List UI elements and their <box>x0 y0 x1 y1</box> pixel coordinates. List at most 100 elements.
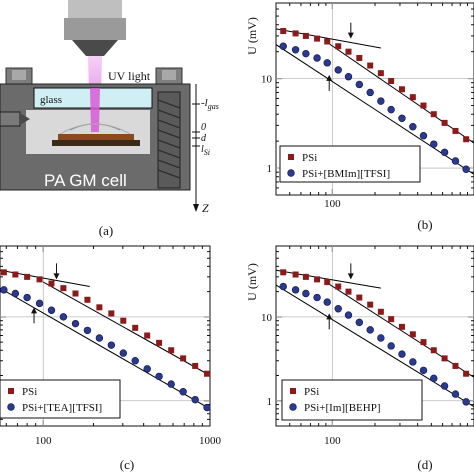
psi-marker <box>314 276 321 283</box>
psi-marker <box>420 339 427 346</box>
il-marker <box>462 398 470 406</box>
il-marker <box>440 148 449 157</box>
bolt-thread <box>157 99 181 179</box>
psi-marker <box>430 111 437 118</box>
psi-marker <box>314 35 321 42</box>
knee-arrowhead-up <box>31 307 38 314</box>
sample-holder <box>52 140 140 146</box>
il-marker <box>419 132 428 140</box>
psi-marker <box>144 332 151 339</box>
z-axis-arrow <box>193 204 199 212</box>
psi-marker <box>60 285 67 292</box>
il-marker <box>107 341 116 349</box>
il-marker <box>59 313 68 321</box>
legend-label: PSi <box>22 386 37 398</box>
psi-marker <box>324 279 331 286</box>
il-marker <box>47 306 56 314</box>
psi-marker <box>180 355 187 362</box>
psi-marker <box>367 301 374 308</box>
legend-box <box>281 379 423 421</box>
panel-label-d: (d) <box>417 457 432 472</box>
psi-marker <box>24 273 31 280</box>
panel-c-plot-frame <box>0 245 211 427</box>
psi-marker <box>463 136 470 143</box>
legend-label: PSi+[TEA][TFSI] <box>22 402 102 414</box>
il-marker <box>143 365 151 373</box>
il-marker <box>398 114 406 123</box>
psi-marker <box>292 271 299 278</box>
objective-tip <box>72 40 118 56</box>
psi-marker <box>96 304 103 311</box>
panel-b-ylabel: U (mV) <box>245 17 259 55</box>
psi-marker <box>120 317 127 324</box>
y-tick-label: 10 <box>261 312 273 324</box>
il-marker <box>344 73 353 81</box>
glass-label: glass <box>40 94 62 106</box>
legend-marker-il <box>7 403 15 411</box>
il-marker <box>279 42 287 50</box>
panel-b-chart: U (mV) (b) 100 1 10 PSi PSi+[BMIm][TFSI] <box>245 2 474 232</box>
il-marker <box>167 380 175 388</box>
il-marker <box>462 165 470 173</box>
il-marker <box>35 299 44 308</box>
fit-line <box>0 287 210 410</box>
microphone-tip <box>20 113 30 125</box>
y-tick-label: 10 <box>261 74 273 86</box>
psi-marker <box>409 331 416 338</box>
psi-marker <box>377 308 384 315</box>
il-marker <box>377 97 385 105</box>
il-marker <box>0 286 8 294</box>
il-marker <box>334 66 342 74</box>
knee-arrowhead-up <box>326 74 333 81</box>
psi-marker <box>292 30 299 37</box>
psi-marker <box>420 102 427 109</box>
panel-label-b: (b) <box>417 217 432 232</box>
z-axis-label: Z <box>202 201 209 215</box>
y-tick-label: 1 <box>267 163 273 175</box>
psi-marker <box>132 324 139 331</box>
z-mark-0: 0 <box>201 122 206 133</box>
z-mark-lgas: -lgas <box>201 97 219 111</box>
psi-marker <box>192 362 199 369</box>
il-marker <box>387 342 395 350</box>
psi-marker <box>388 316 395 323</box>
legend-label: PSi <box>302 152 317 164</box>
fit-line <box>276 28 381 49</box>
il-marker <box>83 326 92 335</box>
panel-label-c: (c) <box>120 457 134 472</box>
psi-marker <box>452 127 459 134</box>
psi-marker <box>108 310 115 317</box>
il-marker <box>179 388 187 396</box>
psi-marker <box>280 28 287 35</box>
panel-a-diagram: UV light glass PA GM cell Z <box>0 0 219 238</box>
legend-marker-il <box>287 169 295 177</box>
psi-marker <box>302 273 309 280</box>
psi-marker <box>48 280 55 287</box>
il-marker <box>203 403 210 412</box>
il-marker <box>279 282 287 291</box>
psi-marker <box>204 370 210 377</box>
psi-marker <box>463 370 470 377</box>
il-marker <box>155 372 163 381</box>
il-marker <box>313 54 321 62</box>
il-marker <box>451 390 460 398</box>
legend-box <box>0 379 121 419</box>
psi-marker <box>430 347 437 354</box>
il-marker <box>355 318 364 327</box>
il-marker <box>430 374 438 383</box>
il-marker <box>409 358 417 366</box>
psi-sample <box>58 134 134 140</box>
uv-beam-inner <box>90 88 100 132</box>
il-marker <box>430 140 438 148</box>
psi-marker <box>398 86 405 93</box>
il-marker <box>398 350 406 358</box>
z-mark-d: d <box>201 133 207 144</box>
wave-arc-2 <box>59 123 131 135</box>
knee-arrowhead-down <box>347 273 354 280</box>
microphone <box>0 111 21 127</box>
objective-ring <box>64 18 126 40</box>
il-marker <box>302 49 310 58</box>
legend-label: PSi <box>304 386 319 398</box>
il-marker <box>131 357 139 365</box>
psi-marker <box>84 296 91 303</box>
